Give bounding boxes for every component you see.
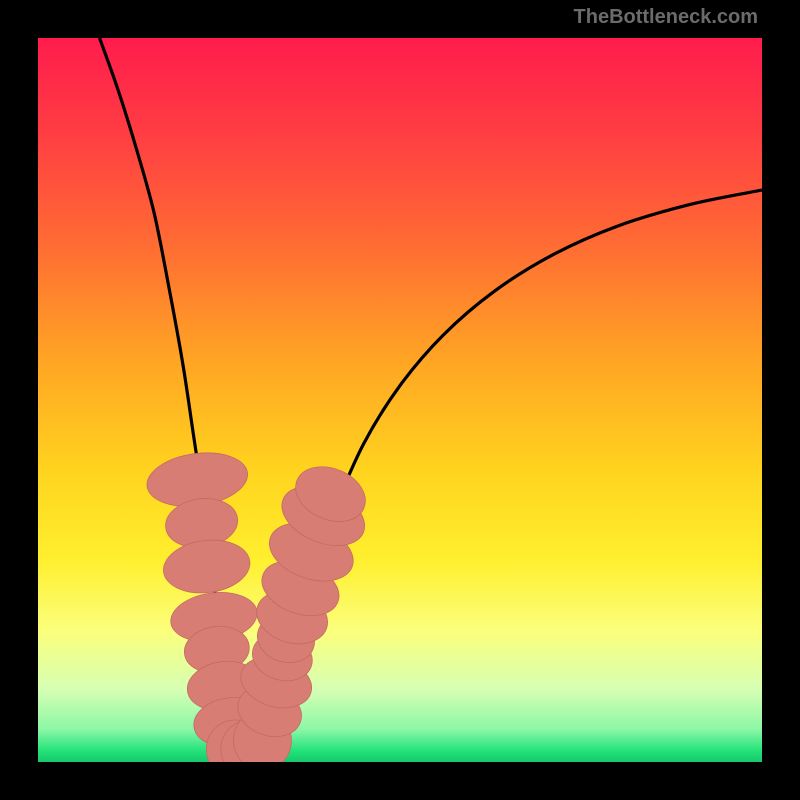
watermark-text: TheBottleneck.com [574,6,758,29]
gradient-background [38,38,762,762]
chart-svg [38,38,762,762]
plot-area [38,38,762,762]
